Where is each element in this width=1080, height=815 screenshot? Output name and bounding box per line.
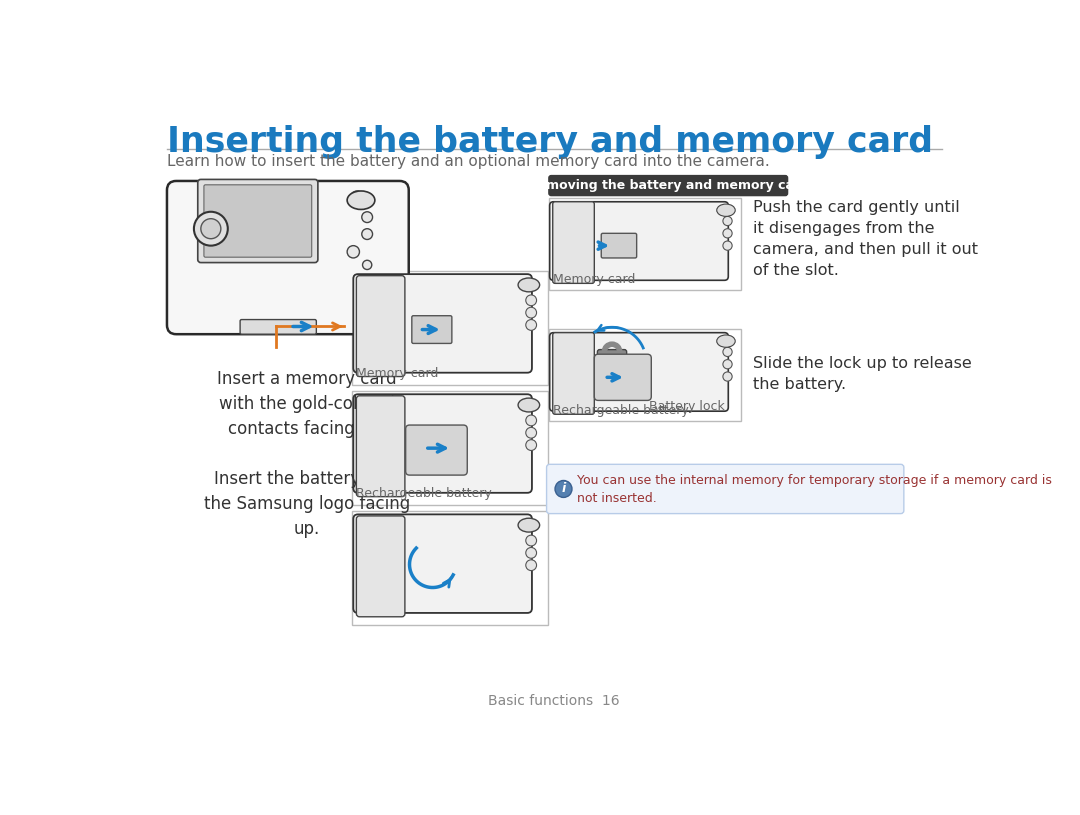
Bar — [549, 328, 741, 421]
Bar — [549, 198, 741, 290]
FancyBboxPatch shape — [167, 181, 408, 334]
Text: Rechargeable battery: Rechargeable battery — [553, 403, 688, 416]
Circle shape — [723, 372, 732, 381]
FancyBboxPatch shape — [353, 274, 532, 372]
Circle shape — [526, 439, 537, 451]
FancyBboxPatch shape — [356, 516, 405, 617]
Bar — [352, 511, 549, 625]
Circle shape — [526, 548, 537, 558]
FancyBboxPatch shape — [356, 275, 405, 377]
Text: Memory card: Memory card — [356, 367, 438, 380]
Circle shape — [526, 295, 537, 306]
Ellipse shape — [518, 278, 540, 292]
Circle shape — [526, 415, 537, 425]
FancyBboxPatch shape — [546, 465, 904, 513]
Circle shape — [555, 481, 572, 497]
Ellipse shape — [347, 191, 375, 209]
Ellipse shape — [518, 518, 540, 532]
Circle shape — [526, 307, 537, 318]
FancyBboxPatch shape — [406, 425, 468, 475]
Text: Learn how to insert the battery and an optional memory card into the camera.: Learn how to insert the battery and an o… — [167, 154, 770, 169]
FancyBboxPatch shape — [198, 179, 318, 262]
FancyBboxPatch shape — [356, 396, 405, 496]
Text: Slide the lock up to release
the battery.: Slide the lock up to release the battery… — [753, 356, 972, 392]
Text: Push the card gently until
it disengages from the
camera, and then pull it out
o: Push the card gently until it disengages… — [753, 200, 977, 278]
Text: Removing the battery and memory card: Removing the battery and memory card — [528, 179, 809, 192]
FancyBboxPatch shape — [549, 175, 787, 196]
Circle shape — [363, 260, 372, 270]
FancyBboxPatch shape — [240, 319, 316, 334]
Circle shape — [578, 328, 646, 395]
FancyBboxPatch shape — [602, 233, 636, 258]
FancyBboxPatch shape — [353, 394, 532, 493]
Bar — [352, 391, 549, 505]
Circle shape — [194, 212, 228, 245]
FancyBboxPatch shape — [204, 185, 312, 258]
Circle shape — [723, 216, 732, 226]
Circle shape — [350, 191, 364, 205]
Circle shape — [723, 241, 732, 250]
Text: Basic functions  16: Basic functions 16 — [488, 694, 619, 708]
Circle shape — [526, 560, 537, 570]
Circle shape — [362, 212, 373, 222]
Text: Memory card: Memory card — [553, 273, 635, 286]
Circle shape — [723, 347, 732, 356]
Ellipse shape — [518, 398, 540, 412]
Circle shape — [526, 535, 537, 546]
Ellipse shape — [717, 204, 735, 216]
Circle shape — [526, 319, 537, 330]
Circle shape — [347, 245, 360, 258]
Circle shape — [362, 229, 373, 240]
FancyBboxPatch shape — [353, 514, 532, 613]
Circle shape — [201, 218, 220, 239]
Text: Inserting the battery and memory card: Inserting the battery and memory card — [167, 125, 933, 159]
Text: Battery lock: Battery lock — [649, 399, 725, 412]
Text: i: i — [562, 482, 566, 496]
Circle shape — [723, 359, 732, 369]
FancyBboxPatch shape — [553, 333, 594, 414]
FancyBboxPatch shape — [597, 350, 626, 370]
Text: Insert a memory card
with the gold-colored
contacts facing up.: Insert a memory card with the gold-color… — [217, 370, 397, 438]
Text: Rechargeable battery: Rechargeable battery — [356, 487, 492, 500]
Circle shape — [526, 427, 537, 438]
FancyBboxPatch shape — [550, 202, 728, 280]
Ellipse shape — [717, 335, 735, 347]
FancyBboxPatch shape — [550, 333, 728, 412]
Text: You can use the internal memory for temporary storage if a memory card is
not in: You can use the internal memory for temp… — [578, 474, 1052, 505]
Circle shape — [723, 229, 732, 238]
Text: Insert the battery with
the Samsung logo facing
up.: Insert the battery with the Samsung logo… — [204, 469, 410, 538]
FancyBboxPatch shape — [553, 202, 594, 284]
FancyBboxPatch shape — [594, 355, 651, 400]
Bar — [352, 271, 549, 385]
FancyBboxPatch shape — [411, 315, 451, 343]
